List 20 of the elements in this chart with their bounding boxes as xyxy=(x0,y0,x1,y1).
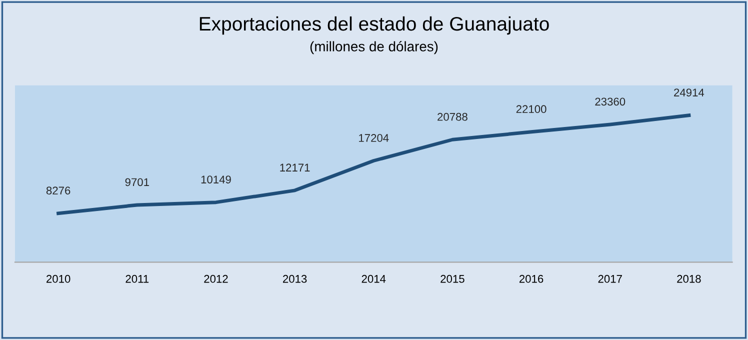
x-tick-label: 2017 xyxy=(598,274,622,283)
data-label: 10149 xyxy=(201,176,231,184)
x-tick-label: 2018 xyxy=(677,274,701,283)
x-tick-label: 2011 xyxy=(126,274,149,283)
x-tick-label: 2013 xyxy=(283,274,307,283)
data-label: 22100 xyxy=(516,105,546,114)
data-label: 24914 xyxy=(674,88,704,96)
data-label: 17204 xyxy=(359,134,389,142)
x-tick-label: 2014 xyxy=(362,274,386,283)
x-tick-label: 2015 xyxy=(440,274,464,283)
data-label: 20788 xyxy=(438,112,468,121)
data-label: 9701 xyxy=(125,178,149,186)
x-tick-label: 2016 xyxy=(519,274,544,283)
x-tick-label: 2010 xyxy=(46,274,70,283)
data-label: 8276 xyxy=(46,186,70,195)
data-label: 23360 xyxy=(595,98,626,106)
data-label: 12171 xyxy=(280,164,310,172)
chart-subtitle: (millones de dólares) xyxy=(310,41,438,54)
chart-title: Exportaciones del estado de Guanajuato xyxy=(200,16,549,35)
x-tick-label: 2012 xyxy=(204,274,228,283)
